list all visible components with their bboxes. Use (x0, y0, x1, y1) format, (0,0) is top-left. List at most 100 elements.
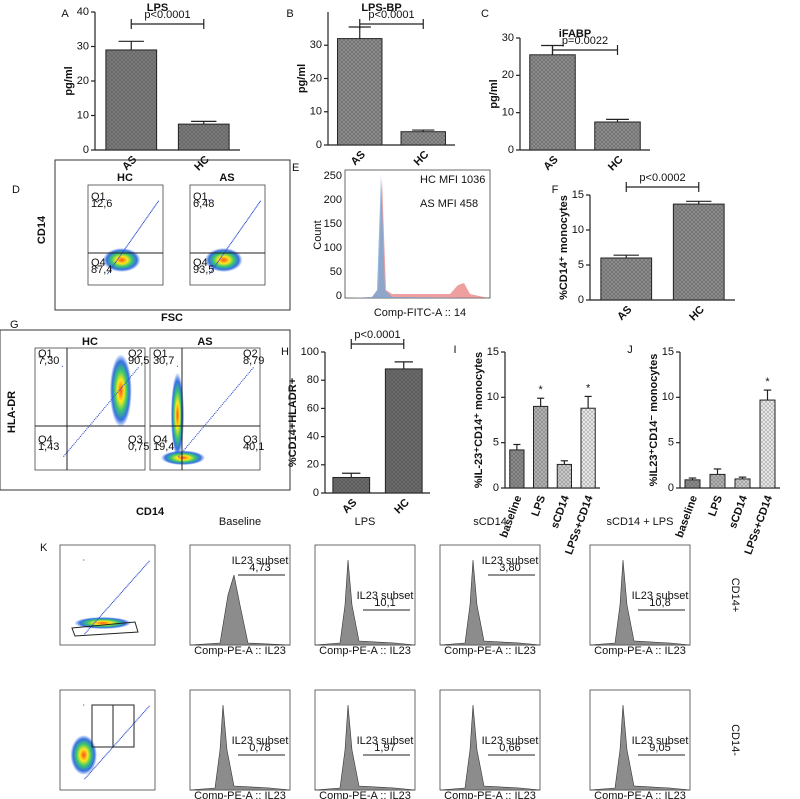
scatter-dot (217, 408, 220, 410)
scatter-dot (220, 256, 222, 259)
scatter-dot (247, 218, 249, 220)
y-tick-label: 0 (508, 144, 514, 156)
bar-texture (735, 478, 750, 488)
scatter-dot (118, 739, 120, 741)
scatter-dot (128, 377, 130, 380)
scatter-dot (84, 778, 86, 780)
gate-value: 30,7 (153, 355, 174, 367)
scatter-dot (215, 411, 217, 413)
scatter-dot (110, 603, 113, 605)
scatter-dot (259, 200, 261, 202)
scatter-dot (110, 268, 112, 270)
scatter-dot (141, 224, 143, 226)
gate-value: 1,43 (38, 441, 59, 453)
scatter-dot (209, 273, 211, 275)
y-tick-label: 100 (301, 346, 319, 358)
panel-letter: C (481, 8, 489, 20)
scatter-dot (106, 199, 108, 201)
gate-value: 12,6 (91, 198, 112, 210)
scatter-dot (196, 434, 198, 436)
scatter-dot (250, 214, 252, 216)
scatter-dot (92, 420, 94, 422)
scatter-dot (98, 616, 100, 619)
scatter-dot (135, 233, 137, 235)
scatter-dot (97, 414, 100, 416)
y-tick-label: 15 (662, 346, 674, 358)
scatter-dot (119, 388, 121, 390)
scatter-dot (220, 405, 222, 407)
scatter-dot (141, 568, 144, 570)
scatter-dot (184, 448, 186, 450)
scatter-dot (197, 432, 199, 434)
dot-plot-frame (149, 347, 261, 471)
scatter-dot (130, 239, 132, 241)
scatter-dot (232, 391, 234, 393)
bar-texture (533, 406, 548, 488)
scatter-dot (136, 719, 138, 721)
scatter-dot (117, 258, 119, 260)
scatter-dot (139, 570, 141, 572)
scatter-dot (213, 266, 215, 269)
scatter-dot (238, 230, 240, 232)
scatter-dot (233, 390, 235, 392)
bar-texture (600, 258, 652, 300)
scatter-dot (96, 416, 98, 418)
scatter-dot (147, 706, 149, 709)
scatter-dot (145, 709, 147, 711)
scatter-dot (241, 226, 243, 229)
scatter-dot (251, 213, 253, 215)
scatter-dot (149, 211, 152, 214)
gate-name: Q2 (243, 348, 258, 360)
panel-letter: A (61, 8, 69, 20)
scatter-dot (230, 243, 232, 245)
scatter-dot (150, 210, 152, 212)
scatter-dot (189, 441, 191, 444)
scatter-dot (241, 380, 243, 383)
scatter-dot (212, 414, 215, 416)
scatter-dot (98, 761, 100, 764)
scatter-dot (178, 455, 180, 457)
scatter-dot (86, 428, 88, 430)
scatter-dot (134, 576, 136, 579)
scatter-dot (183, 449, 185, 451)
scatter-dot (209, 271, 212, 274)
scatter-dot (132, 236, 134, 239)
panel-letter: B (286, 8, 293, 20)
scatter-dot (106, 753, 108, 755)
scatter-dot (225, 399, 227, 401)
y-axis-label: pg/ml (296, 64, 308, 93)
p-value: p<0.0001 (368, 9, 414, 21)
scatter-dot (85, 776, 87, 779)
scatter-dot (258, 203, 260, 205)
scatter-dot (243, 224, 245, 226)
scatter-dot (252, 210, 254, 212)
x-tick-label: AS (120, 154, 139, 173)
scatter-dot (194, 435, 197, 438)
scatter-dot (244, 376, 247, 378)
scatter-dot (91, 422, 93, 424)
column-title: LPS (355, 516, 376, 528)
gate-value: 19,4 (153, 441, 174, 453)
scatter-dot (119, 738, 121, 740)
scatter-dot (253, 209, 255, 211)
scatter-dot (146, 563, 148, 565)
scatter-dot (200, 429, 202, 431)
scatter-dot (108, 270, 110, 272)
x-tick-label: HC (192, 154, 212, 174)
plot-title: AS (197, 336, 212, 348)
gate-name: Q4 (91, 257, 106, 269)
row-label: CD14+ (729, 578, 741, 613)
y-tick-label: 10 (487, 391, 499, 403)
scatter-dot (147, 215, 149, 217)
scatter-dot (144, 565, 146, 567)
scatter-dot (137, 229, 139, 231)
scatter-dot (109, 749, 111, 751)
gate-value: 9,05 (649, 742, 670, 754)
significance-mark: * (538, 384, 543, 396)
scatter-dot (133, 235, 135, 237)
axis-label: Comp-PE-A :: IL23 (319, 790, 411, 799)
histogram-curve (589, 704, 691, 791)
scatter-dot (133, 371, 135, 373)
scatter-dot (185, 446, 188, 448)
scatter-dot (108, 605, 110, 607)
